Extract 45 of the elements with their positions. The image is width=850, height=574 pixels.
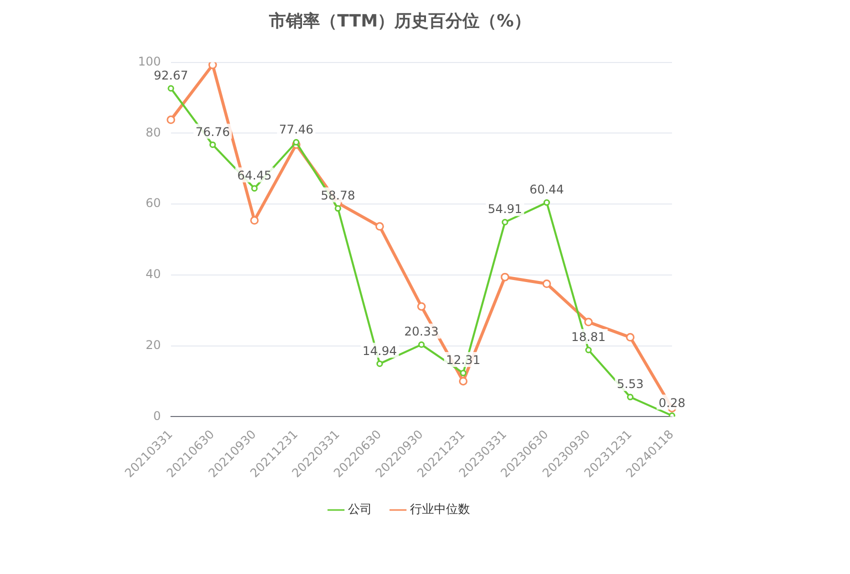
point (584, 318, 593, 326)
point (626, 394, 634, 400)
chart-title: 市销率（TTM）历史百分位（%） (268, 12, 531, 32)
point (334, 205, 342, 212)
data-label: 60.44 (530, 182, 564, 197)
data-label: 54.91 (488, 202, 522, 216)
point (458, 376, 468, 386)
data-label: 77.46 (279, 122, 314, 136)
point (626, 333, 634, 342)
data-label: 92.67 (154, 68, 188, 82)
point (168, 85, 174, 92)
y-tick-label: 40 (146, 267, 161, 282)
y-tick-label: 20 (146, 338, 161, 352)
point (460, 370, 466, 376)
data-label: 0.28 (658, 396, 686, 410)
legend-label: 行业中位数 (410, 502, 470, 516)
point (166, 116, 176, 124)
data-label: 14.94 (362, 344, 397, 358)
data-label: 5.53 (616, 377, 644, 392)
y-tick-label: 60 (146, 196, 161, 210)
point (375, 222, 384, 231)
data-label: 20.33 (404, 324, 439, 339)
point (376, 360, 383, 367)
point (668, 412, 676, 417)
data-label: 12.31 (446, 353, 480, 368)
legend-label: 公司 (348, 502, 372, 516)
y-tick-label: 100 (138, 54, 161, 69)
point (500, 272, 510, 282)
point (417, 302, 426, 311)
point (251, 185, 258, 192)
data-label: 58.78 (320, 188, 356, 203)
data-label: 64.45 (237, 168, 272, 182)
point (418, 341, 425, 348)
point (502, 218, 508, 226)
y-tick-label: 80 (146, 125, 161, 140)
point (585, 346, 592, 354)
point (542, 280, 551, 288)
y-tick-label: 0 (153, 408, 161, 423)
point (209, 141, 216, 148)
point (543, 199, 550, 206)
data-label: 76.76 (195, 124, 230, 139)
point (292, 138, 300, 146)
data-label: 18.81 (571, 330, 606, 344)
point (208, 62, 217, 70)
point (250, 216, 259, 225)
